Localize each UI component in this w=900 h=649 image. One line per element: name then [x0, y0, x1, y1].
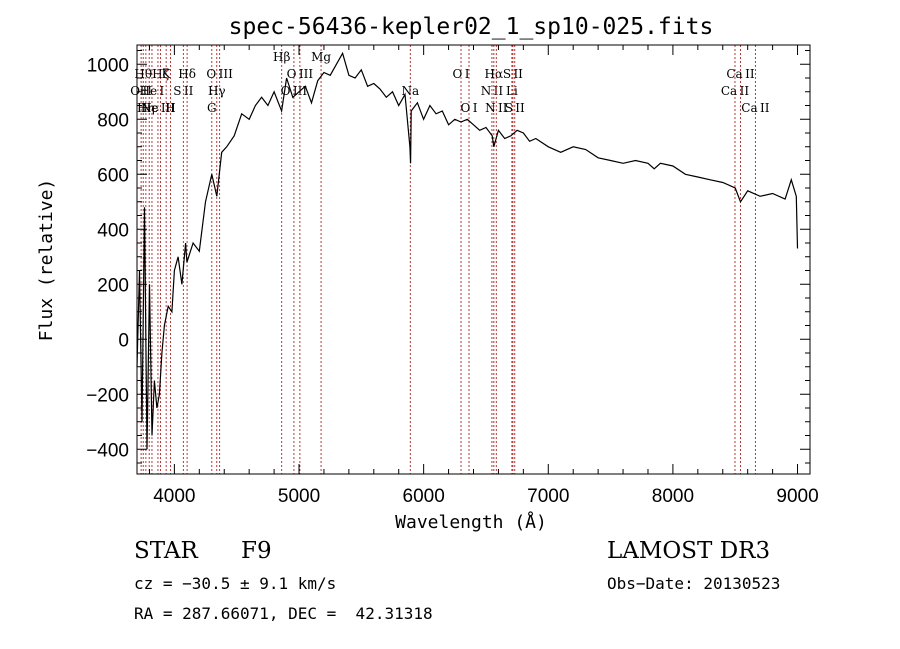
y-tick-label: 400: [97, 220, 129, 241]
y-axis-ticks: −400 −200 0 200 400 600 800 1000: [86, 50, 810, 464]
spectral-line-label: S II: [505, 101, 525, 115]
spectral-line-label: Ca II: [741, 101, 769, 115]
redshift-velocity: cz = −30.5 ± 9.1 km/s: [134, 574, 337, 593]
object-class: STAR: [134, 538, 198, 564]
y-tick-label: −200: [86, 385, 129, 406]
spectral-line-label: Hβ: [273, 50, 290, 64]
spectral-line-label: Na: [401, 84, 419, 98]
spectral-line-label: H: [165, 101, 175, 115]
spectral-line-label: Ca II: [721, 84, 749, 98]
y-tick-label: 800: [97, 110, 129, 131]
spectral-line-label: Hη: [137, 101, 155, 115]
spectral-line-label: Mg: [311, 50, 331, 64]
spectral-line-label: N II: [485, 101, 508, 115]
spectral-line-label: O III: [287, 67, 314, 81]
spectral-line-label: Ne III: [141, 101, 175, 115]
x-tick-label: 8000: [652, 486, 694, 507]
spectral-line-label: O III: [206, 67, 233, 81]
x-axis-ticks: 4000 5000 6000 7000 8000 9000: [148, 45, 819, 507]
x-tick-label: 6000: [403, 486, 445, 507]
ra-dec-coordinates: RA = 287.66071, DEC = 42.31318: [134, 604, 433, 623]
observation-date: Obs−Date: 20130523: [607, 574, 781, 593]
spectral-subclass: F9: [241, 538, 272, 564]
spectral-line-label: O III: [281, 84, 308, 98]
spectral-line-label: S II: [503, 67, 523, 81]
y-tick-label: 1000: [87, 55, 129, 76]
x-tick-label: 4000: [153, 486, 195, 507]
spectral-line-label: Li: [506, 84, 518, 98]
spectral-line-label: K: [162, 67, 172, 81]
spectral-line-label: S II: [173, 84, 193, 98]
x-tick-label: 5000: [278, 486, 320, 507]
spectral-line-label: Hδ: [178, 67, 196, 81]
y-tick-label: −400: [86, 440, 129, 461]
spectral-line-label: Hα: [485, 67, 504, 81]
spectrum-line: [136, 51, 799, 450]
spectral-line-label: Hγ: [208, 84, 226, 98]
spectral-line-label: O I: [453, 67, 470, 81]
y-axis-label: Flux (relative): [36, 179, 57, 342]
y-tick-label: 600: [97, 165, 129, 186]
spectral-line-label: Ca II: [726, 67, 754, 81]
spectral-line-label: O II: [130, 84, 152, 98]
chart-title: spec-56436-kepler02_1_sp10-025.fits: [229, 14, 714, 40]
x-tick-label: 9000: [776, 486, 818, 507]
spectrum-series: [136, 51, 799, 450]
spectral-line-label: G: [207, 101, 217, 115]
spectral-line-label: O I: [461, 101, 478, 115]
y-tick-label: 200: [97, 275, 129, 296]
spectral-line-label: N II: [481, 84, 504, 98]
spectral-line-label: Hε: [141, 101, 158, 115]
spectral-line-label: Hζ: [152, 67, 169, 81]
y-tick-label: 0: [118, 330, 129, 351]
x-tick-label: 7000: [527, 486, 569, 507]
survey-name: LAMOST DR3: [607, 538, 771, 564]
x-axis-label: Wavelength (Å): [395, 511, 547, 533]
